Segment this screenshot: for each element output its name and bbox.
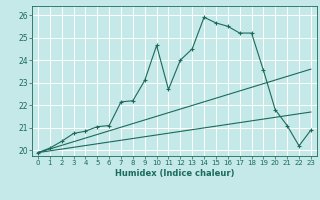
X-axis label: Humidex (Indice chaleur): Humidex (Indice chaleur) <box>115 169 234 178</box>
